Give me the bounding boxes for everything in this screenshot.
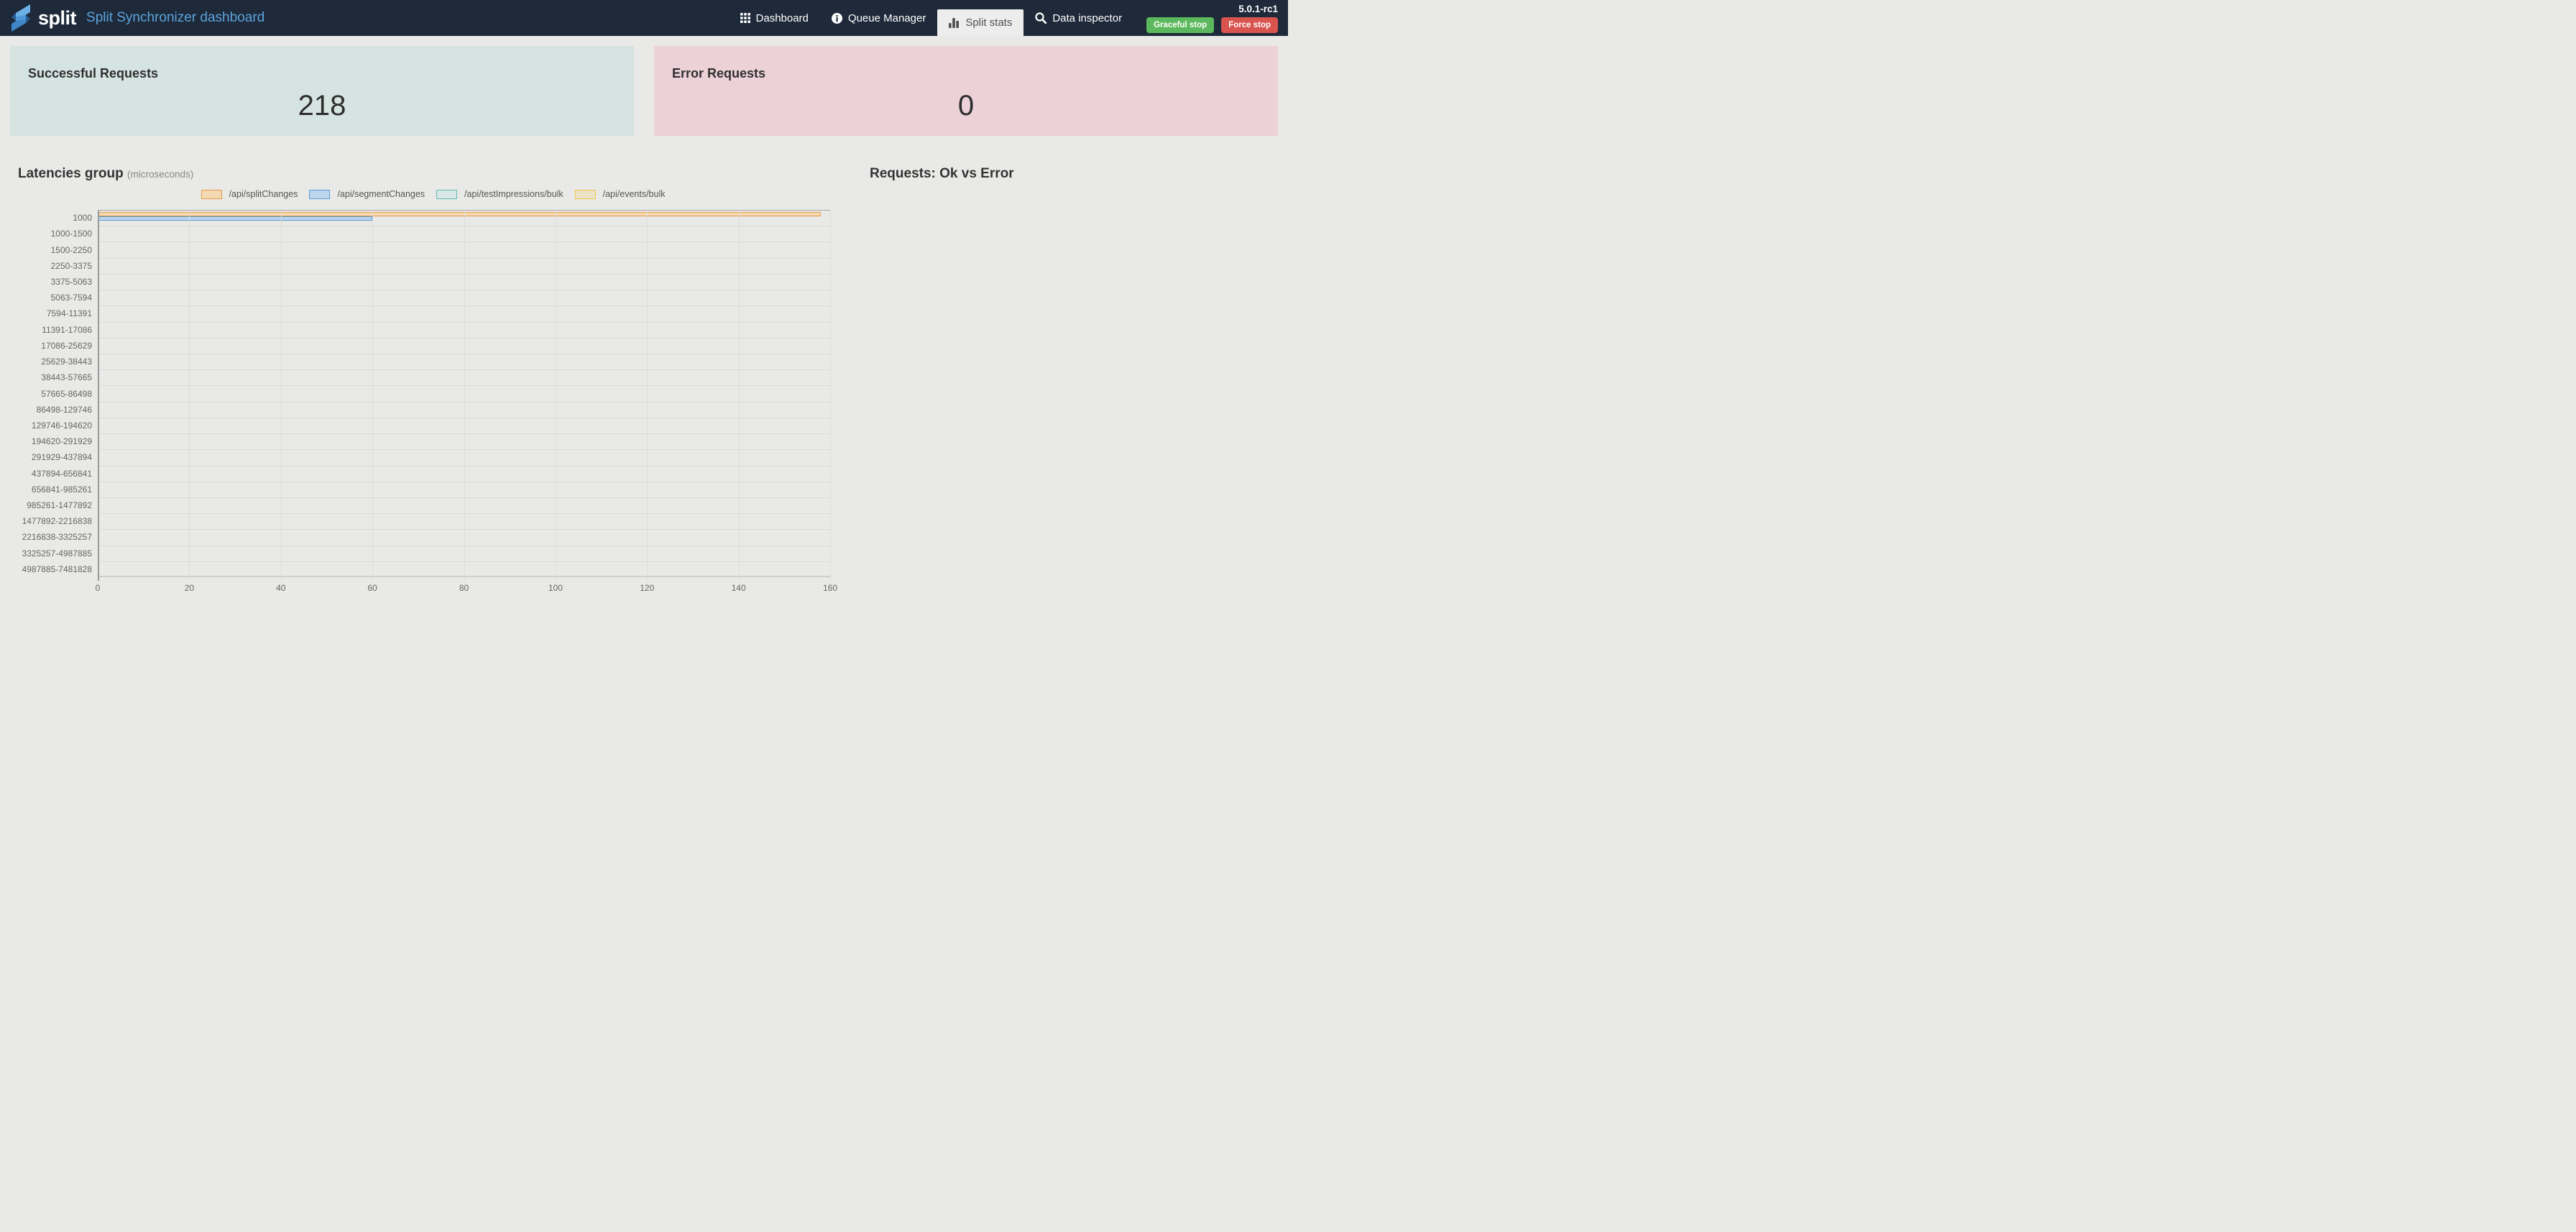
gridline bbox=[647, 211, 648, 581]
x-tick-label: 0 bbox=[95, 583, 101, 593]
legend-swatch bbox=[309, 189, 331, 199]
successful-requests-title: Successful Requests bbox=[28, 66, 159, 81]
gridline bbox=[189, 211, 190, 581]
grid-icon bbox=[740, 13, 750, 23]
x-tick-label: 40 bbox=[276, 583, 286, 593]
y-tick-label: 985261-1477892 bbox=[27, 500, 92, 511]
y-tick-label: 291929-437894 bbox=[31, 452, 92, 463]
nav-item-queue-manager[interactable]: Queue Manager bbox=[820, 0, 937, 36]
gridline bbox=[830, 211, 831, 581]
legend-swatch bbox=[201, 189, 222, 199]
page-title: Split Synchronizer dashboard bbox=[86, 10, 265, 25]
latencies-section: Latencies group (microseconds) /api/spli… bbox=[0, 146, 848, 596]
nav-item-label: Data inspector bbox=[1052, 12, 1123, 24]
y-tick-label: 194620-291929 bbox=[31, 436, 92, 447]
x-tick-label: 140 bbox=[731, 583, 746, 593]
top-navbar: split Split Synchronizer dashboard Dashb… bbox=[0, 0, 1288, 36]
x-axis-labels: 0 20 40 60 80 100 120 140 160 bbox=[95, 577, 837, 596]
requests-section: Requests: Ok vs Error bbox=[848, 146, 1014, 596]
requests-title: Requests: Ok vs Error bbox=[870, 166, 1014, 181]
y-tick-label: 57665-86498 bbox=[41, 388, 92, 399]
chart-legend: /api/splitChanges/api/segmentChanges/api… bbox=[18, 188, 848, 200]
legend-label: /api/splitChanges bbox=[229, 189, 298, 199]
x-tick-label: 60 bbox=[367, 583, 377, 593]
x-tick-label: 20 bbox=[184, 583, 195, 593]
error-requests-title: Error Requests bbox=[672, 66, 766, 81]
latencies-title-text: Latencies group bbox=[18, 166, 124, 181]
x-tick-label: 160 bbox=[822, 583, 838, 593]
error-requests-value: 0 bbox=[957, 90, 975, 121]
bar bbox=[98, 216, 373, 221]
nav-item-data-inspector[interactable]: Data inspector bbox=[1024, 0, 1133, 36]
legend-item-3[interactable]: /api/events/bulk bbox=[574, 189, 666, 199]
legend-item-1[interactable]: /api/segmentChanges bbox=[309, 189, 425, 199]
nav-item-label: Queue Manager bbox=[847, 12, 926, 24]
y-tick-label: 5063-7594 bbox=[50, 293, 92, 303]
legend-label: /api/testImpressions/bulk bbox=[464, 189, 564, 199]
y-tick-label: 2250-3375 bbox=[50, 260, 92, 271]
latencies-chart: 1000 1000-1500 1500-2250 2250-3375 3375-5063… bbox=[18, 210, 848, 581]
y-tick-label: 4987885-7481828 bbox=[22, 564, 92, 574]
gridline bbox=[738, 211, 740, 581]
x-tick-label: 100 bbox=[548, 583, 563, 593]
gridline bbox=[372, 211, 374, 581]
split-logo-icon bbox=[12, 4, 30, 32]
gridline bbox=[464, 211, 465, 581]
brand[interactable]: split Split Synchronizer dashboard bbox=[10, 4, 264, 32]
x-tick-label: 120 bbox=[640, 583, 655, 593]
latencies-title: Latencies group (microseconds) bbox=[18, 166, 848, 182]
y-tick-label: 437894-656841 bbox=[31, 468, 92, 479]
nav-item-label: Split stats bbox=[965, 17, 1013, 29]
x-axis-line bbox=[98, 576, 830, 577]
latencies-title-unit: (microseconds) bbox=[127, 169, 194, 180]
bar-chart-icon bbox=[949, 18, 960, 28]
x-tick-label: 80 bbox=[459, 583, 469, 593]
legend-label: /api/events/bulk bbox=[602, 189, 666, 199]
nav-item-label: Dashboard bbox=[755, 12, 809, 24]
y-tick-label: 1000-1500 bbox=[50, 229, 92, 239]
error-requests-card: Error Requests 0 bbox=[654, 46, 1278, 136]
y-tick-label: 1477892-2216838 bbox=[22, 516, 92, 527]
y-tick-label: 38443-57665 bbox=[41, 372, 92, 383]
stat-cards: Successful Requests 218 Error Requests 0 bbox=[10, 46, 1278, 136]
y-tick-label: 656841-985261 bbox=[31, 484, 92, 495]
successful-requests-value: 218 bbox=[298, 90, 346, 121]
y-tick-label: 1500-2250 bbox=[50, 244, 92, 255]
nav-item-split-stats[interactable]: Split stats bbox=[937, 9, 1024, 36]
y-axis-labels: 1000 1000-1500 1500-2250 2250-3375 3375-5063… bbox=[18, 210, 98, 577]
graceful-stop-button[interactable]: Graceful stop bbox=[1146, 17, 1215, 33]
legend-swatch bbox=[574, 189, 596, 199]
successful-requests-card: Successful Requests 218 bbox=[10, 46, 634, 136]
plot-area bbox=[98, 210, 831, 581]
y-axis-line bbox=[98, 211, 99, 581]
y-tick-label: 11391-17086 bbox=[42, 324, 92, 335]
info-icon bbox=[831, 12, 842, 24]
gridline bbox=[280, 211, 282, 581]
y-tick-label: 129746-194620 bbox=[31, 420, 92, 431]
legend-item-2[interactable]: /api/testImpressions/bulk bbox=[436, 189, 564, 199]
legend-item-0[interactable]: /api/splitChanges bbox=[201, 189, 298, 199]
y-tick-label: 86498-129746 bbox=[36, 404, 92, 415]
version-label: 5.0.1-rc1 bbox=[1238, 3, 1278, 14]
y-tick-label: 25629-38443 bbox=[41, 357, 92, 367]
force-stop-button[interactable]: Force stop bbox=[1221, 17, 1278, 33]
nav-item-dashboard[interactable]: Dashboard bbox=[729, 0, 820, 36]
y-tick-label: 3375-5063 bbox=[50, 276, 92, 287]
stop-controls: 5.0.1-rc1 Graceful stop Force stop bbox=[1146, 4, 1278, 33]
y-tick-label: 7594-11391 bbox=[46, 308, 92, 319]
y-tick-label: 3325257-4987885 bbox=[22, 548, 92, 558]
legend-label: /api/segmentChanges bbox=[337, 189, 426, 199]
y-tick-label: 1000 bbox=[73, 213, 92, 224]
brand-name: split bbox=[38, 6, 77, 29]
y-tick-label: 17086-25629 bbox=[41, 340, 92, 351]
search-icon bbox=[1035, 12, 1047, 24]
y-tick-label: 2216838-3325257 bbox=[22, 532, 92, 543]
legend-swatch bbox=[436, 189, 458, 199]
main-content: Latencies group (microseconds) /api/spli… bbox=[0, 146, 1288, 596]
nav-menu: Dashboard Queue Manager Split stats bbox=[729, 0, 1288, 36]
